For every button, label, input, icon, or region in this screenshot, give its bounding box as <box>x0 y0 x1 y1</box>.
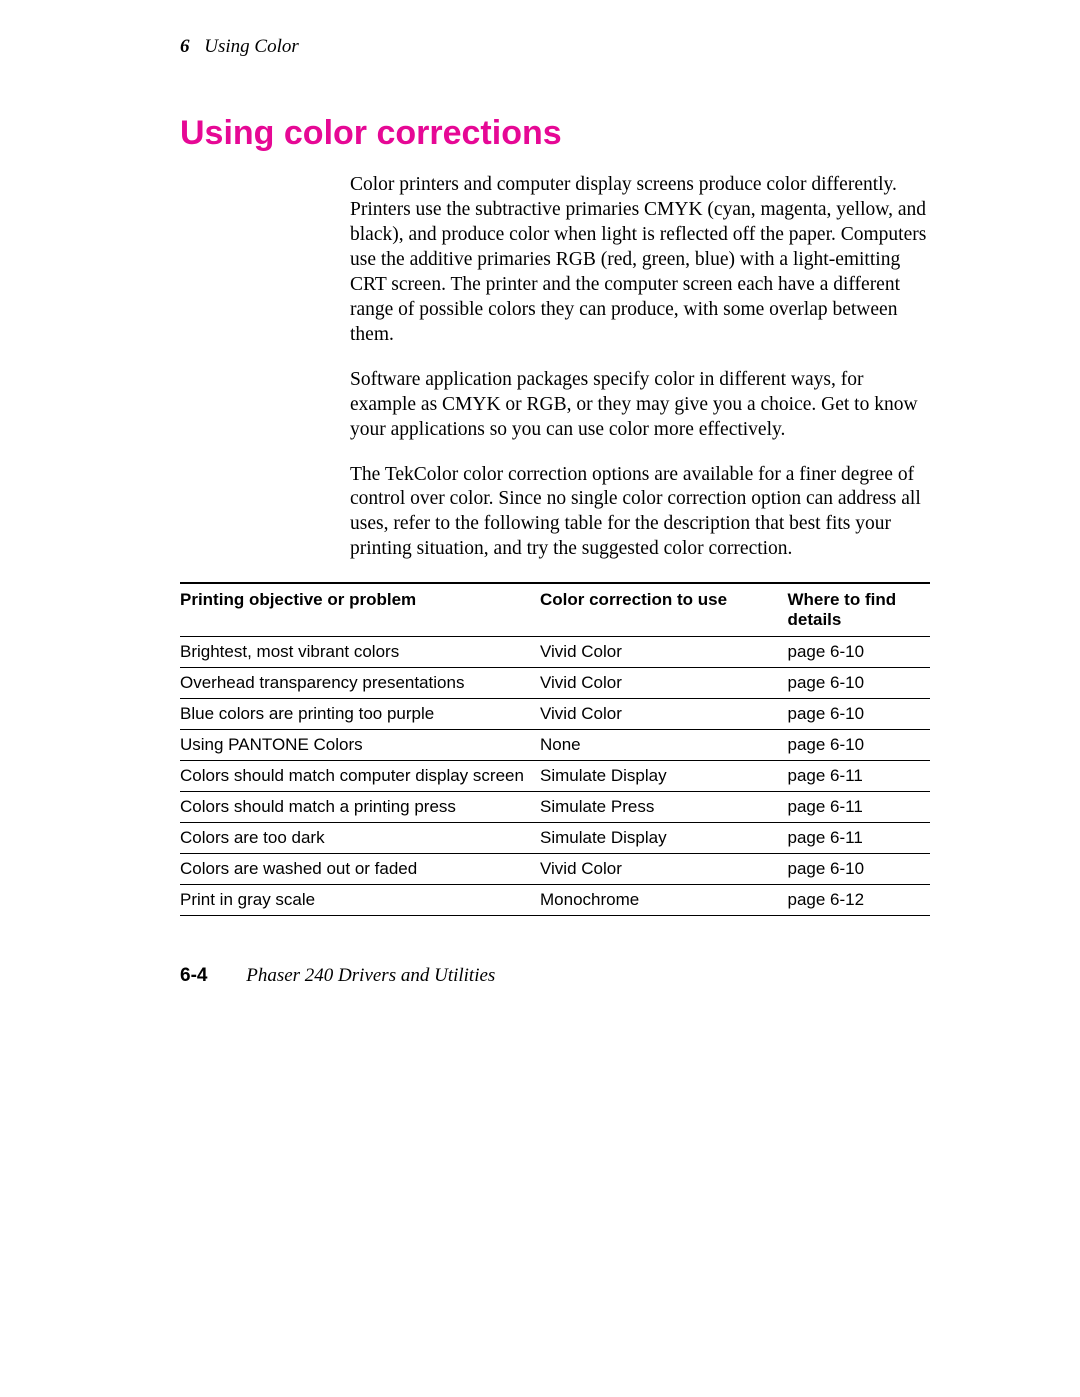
table-row: Print in gray scaleMonochromepage 6-12 <box>180 885 930 916</box>
table-row: Colors should match computer display scr… <box>180 761 930 792</box>
cell-details: page 6-10 <box>788 730 931 761</box>
cell-objective: Using PANTONE Colors <box>180 730 540 761</box>
body-column: Color printers and computer display scre… <box>350 173 930 562</box>
page-footer: 6-4 Phaser 240 Drivers and Utilities <box>180 965 495 987</box>
running-header: 6 Using Color <box>180 36 930 58</box>
table-header-row: Printing objective or problem Color corr… <box>180 583 930 637</box>
cell-correction: None <box>540 730 788 761</box>
col-header-details: Where to find details <box>788 583 931 637</box>
cell-details: page 6-10 <box>788 668 931 699</box>
cell-correction: Vivid Color <box>540 668 788 699</box>
cell-objective: Overhead transparency presentations <box>180 668 540 699</box>
cell-objective: Colors are too dark <box>180 823 540 854</box>
page: 6 Using Color Using color corrections Co… <box>0 0 1080 1397</box>
cell-details: page 6-11 <box>788 823 931 854</box>
cell-details: page 6-11 <box>788 792 931 823</box>
chapter-title: Using Color <box>204 36 299 57</box>
table-row: Brightest, most vibrant colorsVivid Colo… <box>180 637 930 668</box>
cell-objective: Colors are washed out or faded <box>180 854 540 885</box>
paragraph-3: The TekColor color correction options ar… <box>350 463 930 563</box>
table-row: Using PANTONE ColorsNonepage 6-10 <box>180 730 930 761</box>
section-title: Using color corrections <box>180 114 930 153</box>
cell-correction: Simulate Display <box>540 823 788 854</box>
cell-correction: Vivid Color <box>540 637 788 668</box>
cell-details: page 6-10 <box>788 699 931 730</box>
cell-correction: Vivid Color <box>540 699 788 730</box>
cell-objective: Blue colors are printing too purple <box>180 699 540 730</box>
paragraph-2: Software application packages specify co… <box>350 368 930 443</box>
table-row: Colors are washed out or fadedVivid Colo… <box>180 854 930 885</box>
book-title: Phaser 240 Drivers and Utilities <box>246 965 495 986</box>
cell-details: page 6-10 <box>788 854 931 885</box>
color-correction-table: Printing objective or problem Color corr… <box>180 582 930 916</box>
table-row: Colors are too darkSimulate Displaypage … <box>180 823 930 854</box>
cell-objective: Brightest, most vibrant colors <box>180 637 540 668</box>
col-header-objective: Printing objective or problem <box>180 583 540 637</box>
cell-details: page 6-11 <box>788 761 931 792</box>
chapter-number: 6 <box>180 36 190 57</box>
cell-correction: Monochrome <box>540 885 788 916</box>
cell-objective: Print in gray scale <box>180 885 540 916</box>
cell-objective: Colors should match computer display scr… <box>180 761 540 792</box>
cell-details: page 6-12 <box>788 885 931 916</box>
table-row: Overhead transparency presentationsVivid… <box>180 668 930 699</box>
cell-correction: Simulate Press <box>540 792 788 823</box>
page-number: 6-4 <box>180 965 207 986</box>
table-row: Blue colors are printing too purpleVivid… <box>180 699 930 730</box>
cell-details: page 6-10 <box>788 637 931 668</box>
cell-correction: Simulate Display <box>540 761 788 792</box>
cell-correction: Vivid Color <box>540 854 788 885</box>
col-header-correction: Color correction to use <box>540 583 788 637</box>
paragraph-1: Color printers and computer display scre… <box>350 173 930 348</box>
table-row: Colors should match a printing pressSimu… <box>180 792 930 823</box>
cell-objective: Colors should match a printing press <box>180 792 540 823</box>
